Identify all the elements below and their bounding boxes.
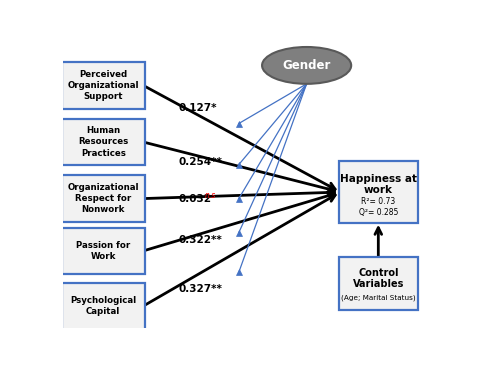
Text: n.s: n.s	[205, 191, 216, 200]
Text: Passion for
Work: Passion for Work	[76, 241, 130, 261]
Text: (Age; Marital Status): (Age; Marital Status)	[341, 294, 415, 301]
Text: R²= 0.73
Q²= 0.285: R²= 0.73 Q²= 0.285	[358, 197, 398, 217]
Text: Happiness at
work: Happiness at work	[340, 174, 417, 195]
FancyBboxPatch shape	[338, 161, 418, 223]
FancyBboxPatch shape	[62, 118, 145, 165]
Ellipse shape	[262, 47, 351, 84]
Text: Human
Resources
Practices: Human Resources Practices	[78, 126, 128, 158]
FancyBboxPatch shape	[62, 62, 145, 109]
Text: Control
Variables: Control Variables	[352, 268, 404, 290]
Text: Psychological
Capital: Psychological Capital	[70, 296, 136, 316]
FancyBboxPatch shape	[338, 257, 418, 310]
Text: 0.032: 0.032	[179, 194, 212, 204]
Text: 0.254**: 0.254**	[179, 157, 222, 167]
Text: Organizational
Respect for
Nonwork: Organizational Respect for Nonwork	[68, 183, 139, 214]
FancyBboxPatch shape	[62, 175, 145, 222]
FancyBboxPatch shape	[62, 228, 145, 275]
Text: Gender: Gender	[282, 59, 331, 72]
Text: 0.322**: 0.322**	[179, 235, 222, 245]
FancyBboxPatch shape	[62, 283, 145, 330]
Text: 0.327**: 0.327**	[179, 284, 222, 294]
Text: 0.127*: 0.127*	[179, 103, 217, 113]
Text: Perceived
Organizational
Support: Perceived Organizational Support	[68, 70, 139, 101]
